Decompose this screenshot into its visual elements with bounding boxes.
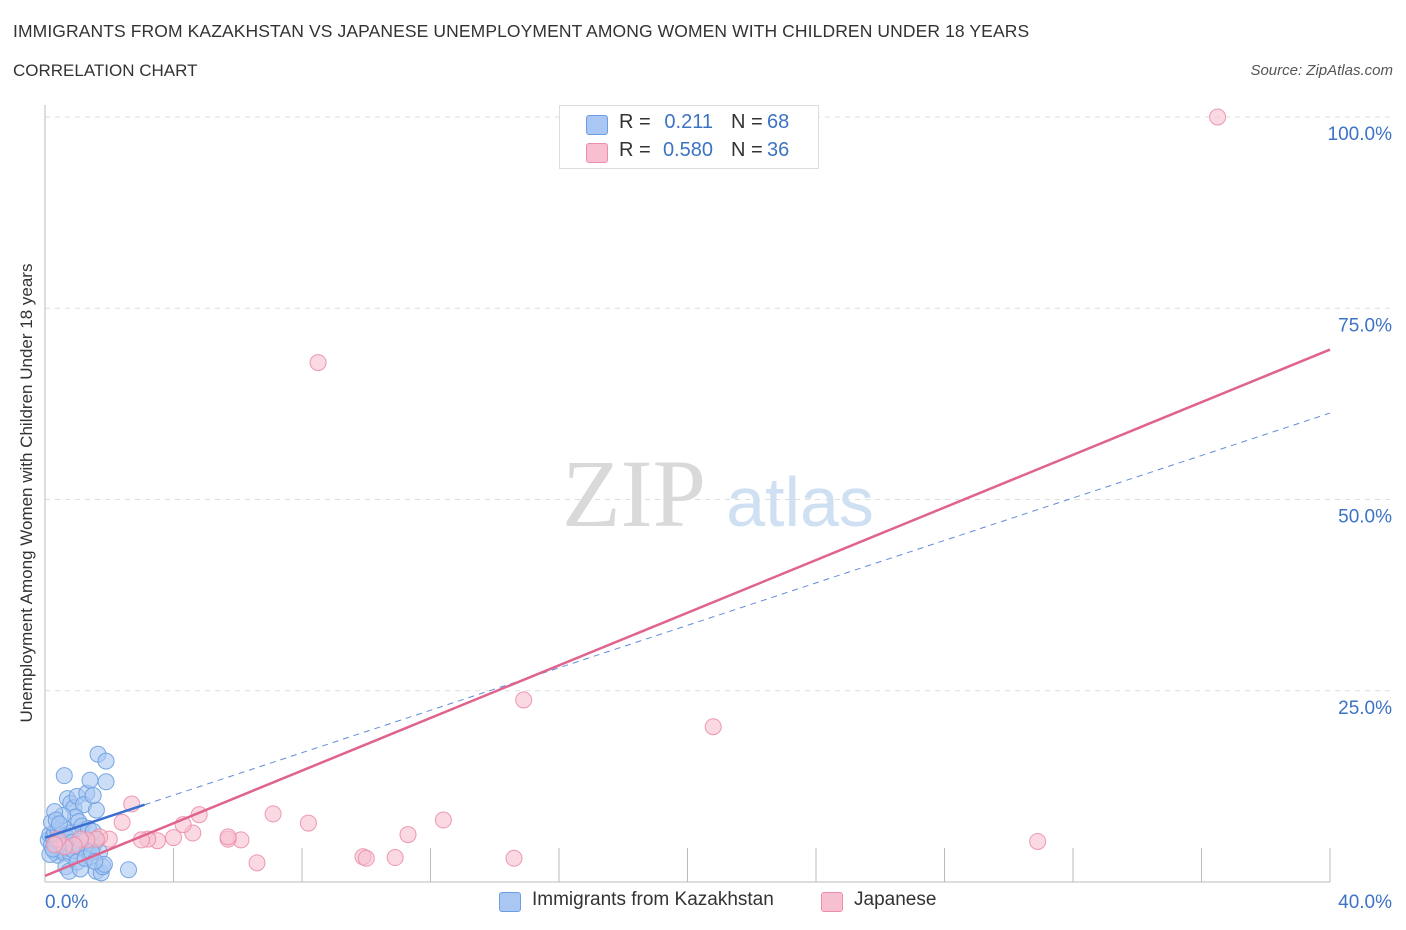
legend-swatch-kazakhstan xyxy=(586,115,608,135)
legend-r-value: 0.211 xyxy=(664,111,713,133)
x-tick-label: 40.0% xyxy=(1338,892,1392,913)
japanese-point xyxy=(219,828,237,846)
tick-labels: 25.0% 50.0% 75.0% 100.0% 0.0% 40.0% xyxy=(45,124,1392,913)
legend-r-value: 0.580 xyxy=(662,139,713,161)
kazakhstan-point xyxy=(97,773,115,791)
japanese-point xyxy=(399,826,417,844)
y-tick-label: 100.0% xyxy=(1328,124,1393,145)
kazakhstan-point xyxy=(120,861,138,879)
japanese-point xyxy=(309,354,327,372)
japanese-point xyxy=(515,691,533,709)
legend-n-label: N = xyxy=(731,111,763,133)
legend-label-kazakhstan: Immigrants from Kazakhstan xyxy=(532,889,774,910)
legend-swatch-japanese xyxy=(821,892,843,912)
x-tick-label: 0.0% xyxy=(45,892,88,913)
japanese-trend-line xyxy=(44,348,1331,878)
series-japanese-points xyxy=(46,108,1227,872)
kazakhstan-point xyxy=(55,767,73,785)
kazakhstan-point xyxy=(87,801,105,819)
japanese-point xyxy=(434,811,452,829)
chart-subtitle: CORRELATION CHART xyxy=(13,61,198,80)
kazakhstan-point xyxy=(84,787,102,805)
trend-lines xyxy=(44,348,1331,878)
japanese-point xyxy=(704,718,722,736)
japanese-point xyxy=(46,836,64,854)
japanese-point xyxy=(357,849,375,867)
legend-label-japanese: Japanese xyxy=(854,889,937,910)
series-kazakhstan-points xyxy=(39,745,138,882)
stats-legend: R = 0.211 N = 68 R = 0.580 N = 36 xyxy=(559,105,819,169)
source-label: Source: ZipAtlas.com xyxy=(1250,62,1393,79)
kazakhstan-point xyxy=(97,752,115,770)
legend-r-label: R = xyxy=(619,111,651,133)
legend-n-label: N = xyxy=(731,139,763,161)
kazakhstan-trend-line xyxy=(44,803,145,839)
legend-n-value: 68 xyxy=(767,111,790,133)
chart-title: IMMIGRANTS FROM KAZAKHSTAN VS JAPANESE U… xyxy=(13,21,1030,41)
kazakhstan-point xyxy=(81,771,99,789)
japanese-point xyxy=(165,829,182,847)
japanese-point xyxy=(248,854,266,872)
japanese-point xyxy=(1029,832,1047,850)
axes xyxy=(44,105,1331,883)
legend-swatch-japanese xyxy=(586,143,608,163)
legend-swatch-kazakhstan xyxy=(499,892,521,912)
watermark-atlas: atlas xyxy=(726,463,874,541)
japanese-point xyxy=(505,849,523,867)
legend-n-value: 36 xyxy=(767,139,790,161)
japanese-point xyxy=(299,814,317,832)
japanese-point xyxy=(264,805,282,823)
japanese-point xyxy=(1209,108,1227,126)
legend-r-label: R = xyxy=(619,139,651,161)
kazakhstan-point xyxy=(50,815,68,833)
watermark: ZIP atlas xyxy=(562,440,874,547)
japanese-point xyxy=(386,849,404,867)
gridlines xyxy=(45,116,1392,692)
japanese-point xyxy=(113,813,131,831)
y-tick-label: 75.0% xyxy=(1338,315,1392,336)
y-tick-label: 25.0% xyxy=(1338,698,1392,719)
y-tick-label: 50.0% xyxy=(1338,507,1392,528)
watermark-zip: ZIP xyxy=(562,440,706,547)
